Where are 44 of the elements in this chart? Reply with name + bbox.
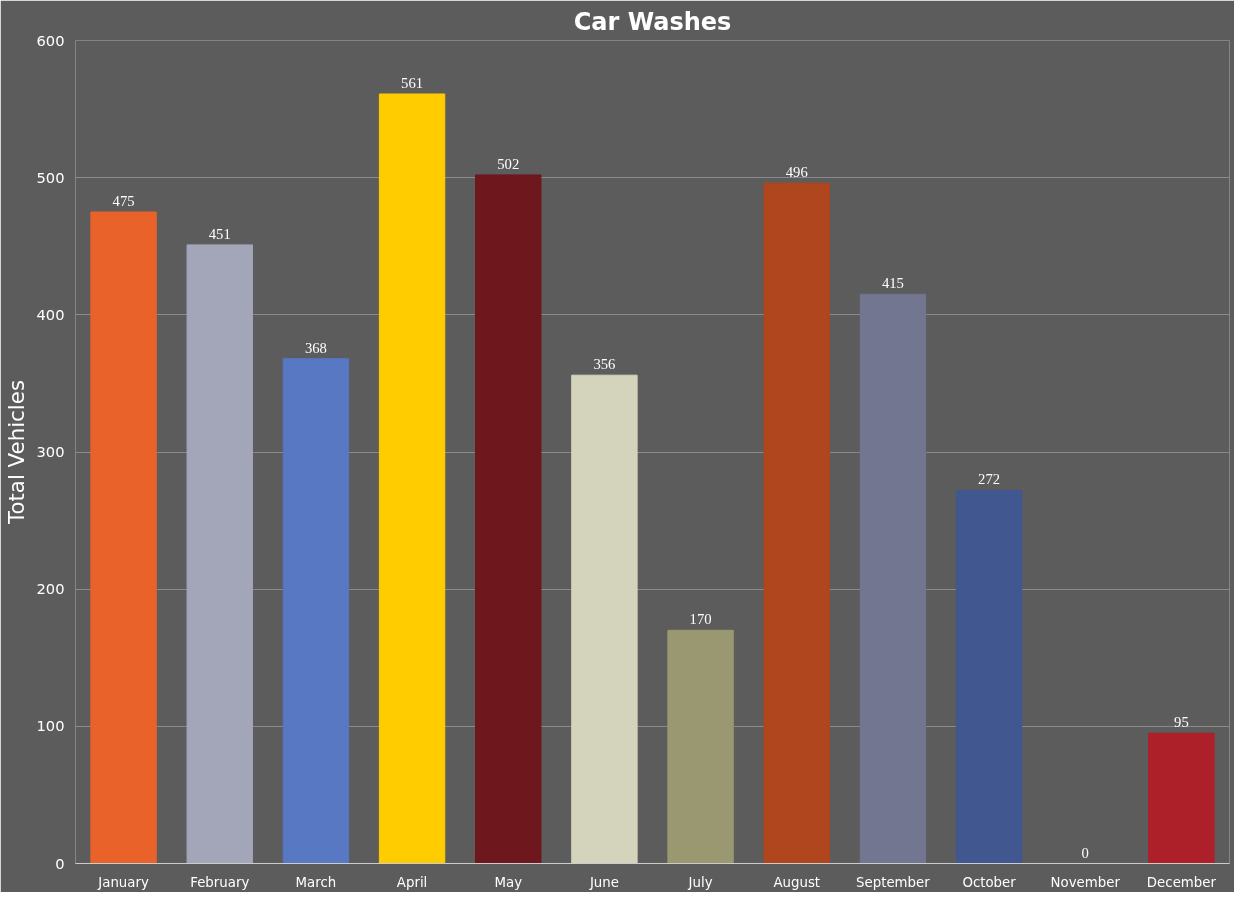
x-tick-label: August	[773, 874, 821, 890]
y-tick-label: 400	[36, 305, 65, 323]
data-label: 170	[689, 611, 712, 628]
x-tick-label: October	[962, 874, 1017, 890]
x-tick-label: January	[97, 874, 149, 890]
bar	[859, 293, 927, 864]
data-label: 356	[593, 356, 616, 373]
data-label: 451	[208, 225, 231, 242]
y-tick-label: 200	[36, 580, 65, 598]
data-label: 0	[1081, 844, 1089, 861]
data-label: 496	[785, 164, 808, 181]
data-label: 561	[401, 75, 424, 91]
bar	[955, 489, 1023, 864]
bar	[90, 211, 157, 864]
y-tick-label: 100	[36, 717, 65, 735]
y-tick-label: 600	[36, 31, 65, 49]
x-tick-label: February	[190, 874, 250, 890]
x-tick-label: June	[588, 874, 619, 890]
data-label: 502	[497, 155, 520, 172]
x-tick-label: September	[856, 874, 931, 890]
chart-title: Car Washes	[573, 7, 732, 36]
data-label: 272	[978, 471, 1001, 488]
bar	[475, 174, 542, 864]
y-axis-title: Total Vehicles	[3, 380, 29, 525]
bar	[1148, 732, 1215, 864]
bar	[186, 244, 253, 864]
bar	[763, 182, 830, 864]
x-tick-label: December	[1146, 874, 1217, 890]
bar	[667, 629, 734, 864]
y-tick-label: 0	[55, 854, 65, 872]
x-tick-label: July	[687, 874, 713, 890]
bar	[282, 358, 350, 864]
y-tick-label: 500	[36, 168, 65, 186]
x-tick-label: April	[396, 874, 428, 890]
x-tick-label: May	[494, 874, 523, 890]
x-tick-label: March	[295, 874, 337, 890]
data-label: 415	[881, 275, 904, 292]
x-tick-label: November	[1050, 874, 1121, 890]
data-label: 475	[112, 192, 135, 209]
data-label: 368	[304, 339, 327, 356]
bar	[571, 374, 638, 864]
y-tick-label: 300	[36, 443, 65, 460]
bar	[378, 93, 446, 864]
data-label: 95	[1174, 714, 1189, 731]
